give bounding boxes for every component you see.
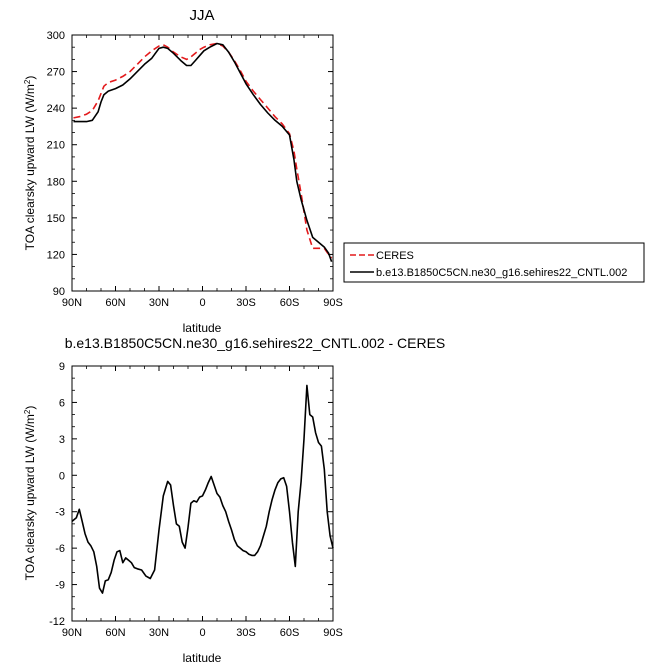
- y-tick-label: -9: [55, 580, 65, 592]
- top-y-axis-label: TOA clearsky upward LW (W/m2): [23, 76, 38, 251]
- legend-label-model: b.e13.B1850C5CN.ne30_g16.sehires22_CNTL.…: [376, 267, 627, 279]
- x-tick-label: 0: [199, 297, 205, 309]
- top-plot-area: 90N 60N 30N 0 30S 60S 90S 90 120 150 180 210 240 270 3…: [47, 30, 343, 309]
- y-tick-label: 150: [47, 213, 65, 225]
- legend: CERES b.e13.B1850C5CN.ne30_g16.sehires22…: [343, 242, 645, 283]
- x-tick-label: 30N: [149, 297, 169, 309]
- y-tick-label: 0: [59, 470, 65, 482]
- y-tick-label: 9: [59, 361, 65, 373]
- top-chart-title: JJA: [189, 7, 214, 24]
- y-tick-label: -3: [55, 507, 65, 519]
- y-tick-label: 120: [47, 249, 65, 261]
- y-tick-label: 6: [59, 397, 65, 409]
- y-tick-label: -6: [55, 543, 65, 555]
- y-tick-label: -12: [49, 616, 65, 628]
- top-plot-frame: [71, 34, 334, 292]
- legend-label-ceres: CERES: [376, 250, 414, 262]
- series-line-0: [73, 42, 333, 259]
- top-x-axis-label: latitude: [183, 321, 222, 335]
- y-tick-label: 270: [47, 67, 65, 79]
- top-panel: JJA 90N 60N 30N 0 30S 60S 90S 90 120 150 180 210 240…: [23, 7, 343, 335]
- x-tick-label: 60S: [280, 627, 300, 639]
- y-tick-label: 300: [47, 30, 65, 42]
- y-tick-label: 90: [53, 286, 65, 298]
- bottom-panel: b.e13.B1850C5CN.ne30_g16.sehires22_CNTL.…: [23, 335, 446, 665]
- bottom-plot-frame: [71, 365, 334, 622]
- y-tick-label: 3: [59, 434, 65, 446]
- bottom-plot-area: 90N 60N 30N 0 30S 60S 90S -12 -9 -6 -3 0 3 6 9: [49, 361, 343, 639]
- x-tick-label: 30N: [149, 627, 169, 639]
- y-tick-label: 210: [47, 140, 65, 152]
- bottom-x-axis-label: latitude: [183, 651, 222, 665]
- x-tick-label: 90S: [323, 297, 343, 309]
- x-tick-label: 0: [199, 627, 205, 639]
- y-tick-label: 240: [47, 103, 65, 115]
- x-tick-label: 30S: [236, 297, 256, 309]
- bottom-y-axis-label: TOA clearsky upward LW (W/m2): [23, 406, 38, 581]
- x-tick-label: 60S: [280, 297, 300, 309]
- x-tick-label: 90S: [323, 627, 343, 639]
- x-tick-label: 60N: [105, 297, 125, 309]
- series-line-0: [71, 384, 334, 594]
- x-tick-label: 60N: [105, 627, 125, 639]
- legend-box: [343, 242, 645, 283]
- y-tick-label: 180: [47, 176, 65, 188]
- series-line-1: [73, 42, 333, 262]
- x-tick-label: 90N: [62, 297, 82, 309]
- x-tick-label: 30S: [236, 627, 256, 639]
- bottom-chart-title: b.e13.B1850C5CN.ne30_g16.sehires22_CNTL.…: [65, 335, 446, 351]
- x-tick-label: 90N: [62, 627, 82, 639]
